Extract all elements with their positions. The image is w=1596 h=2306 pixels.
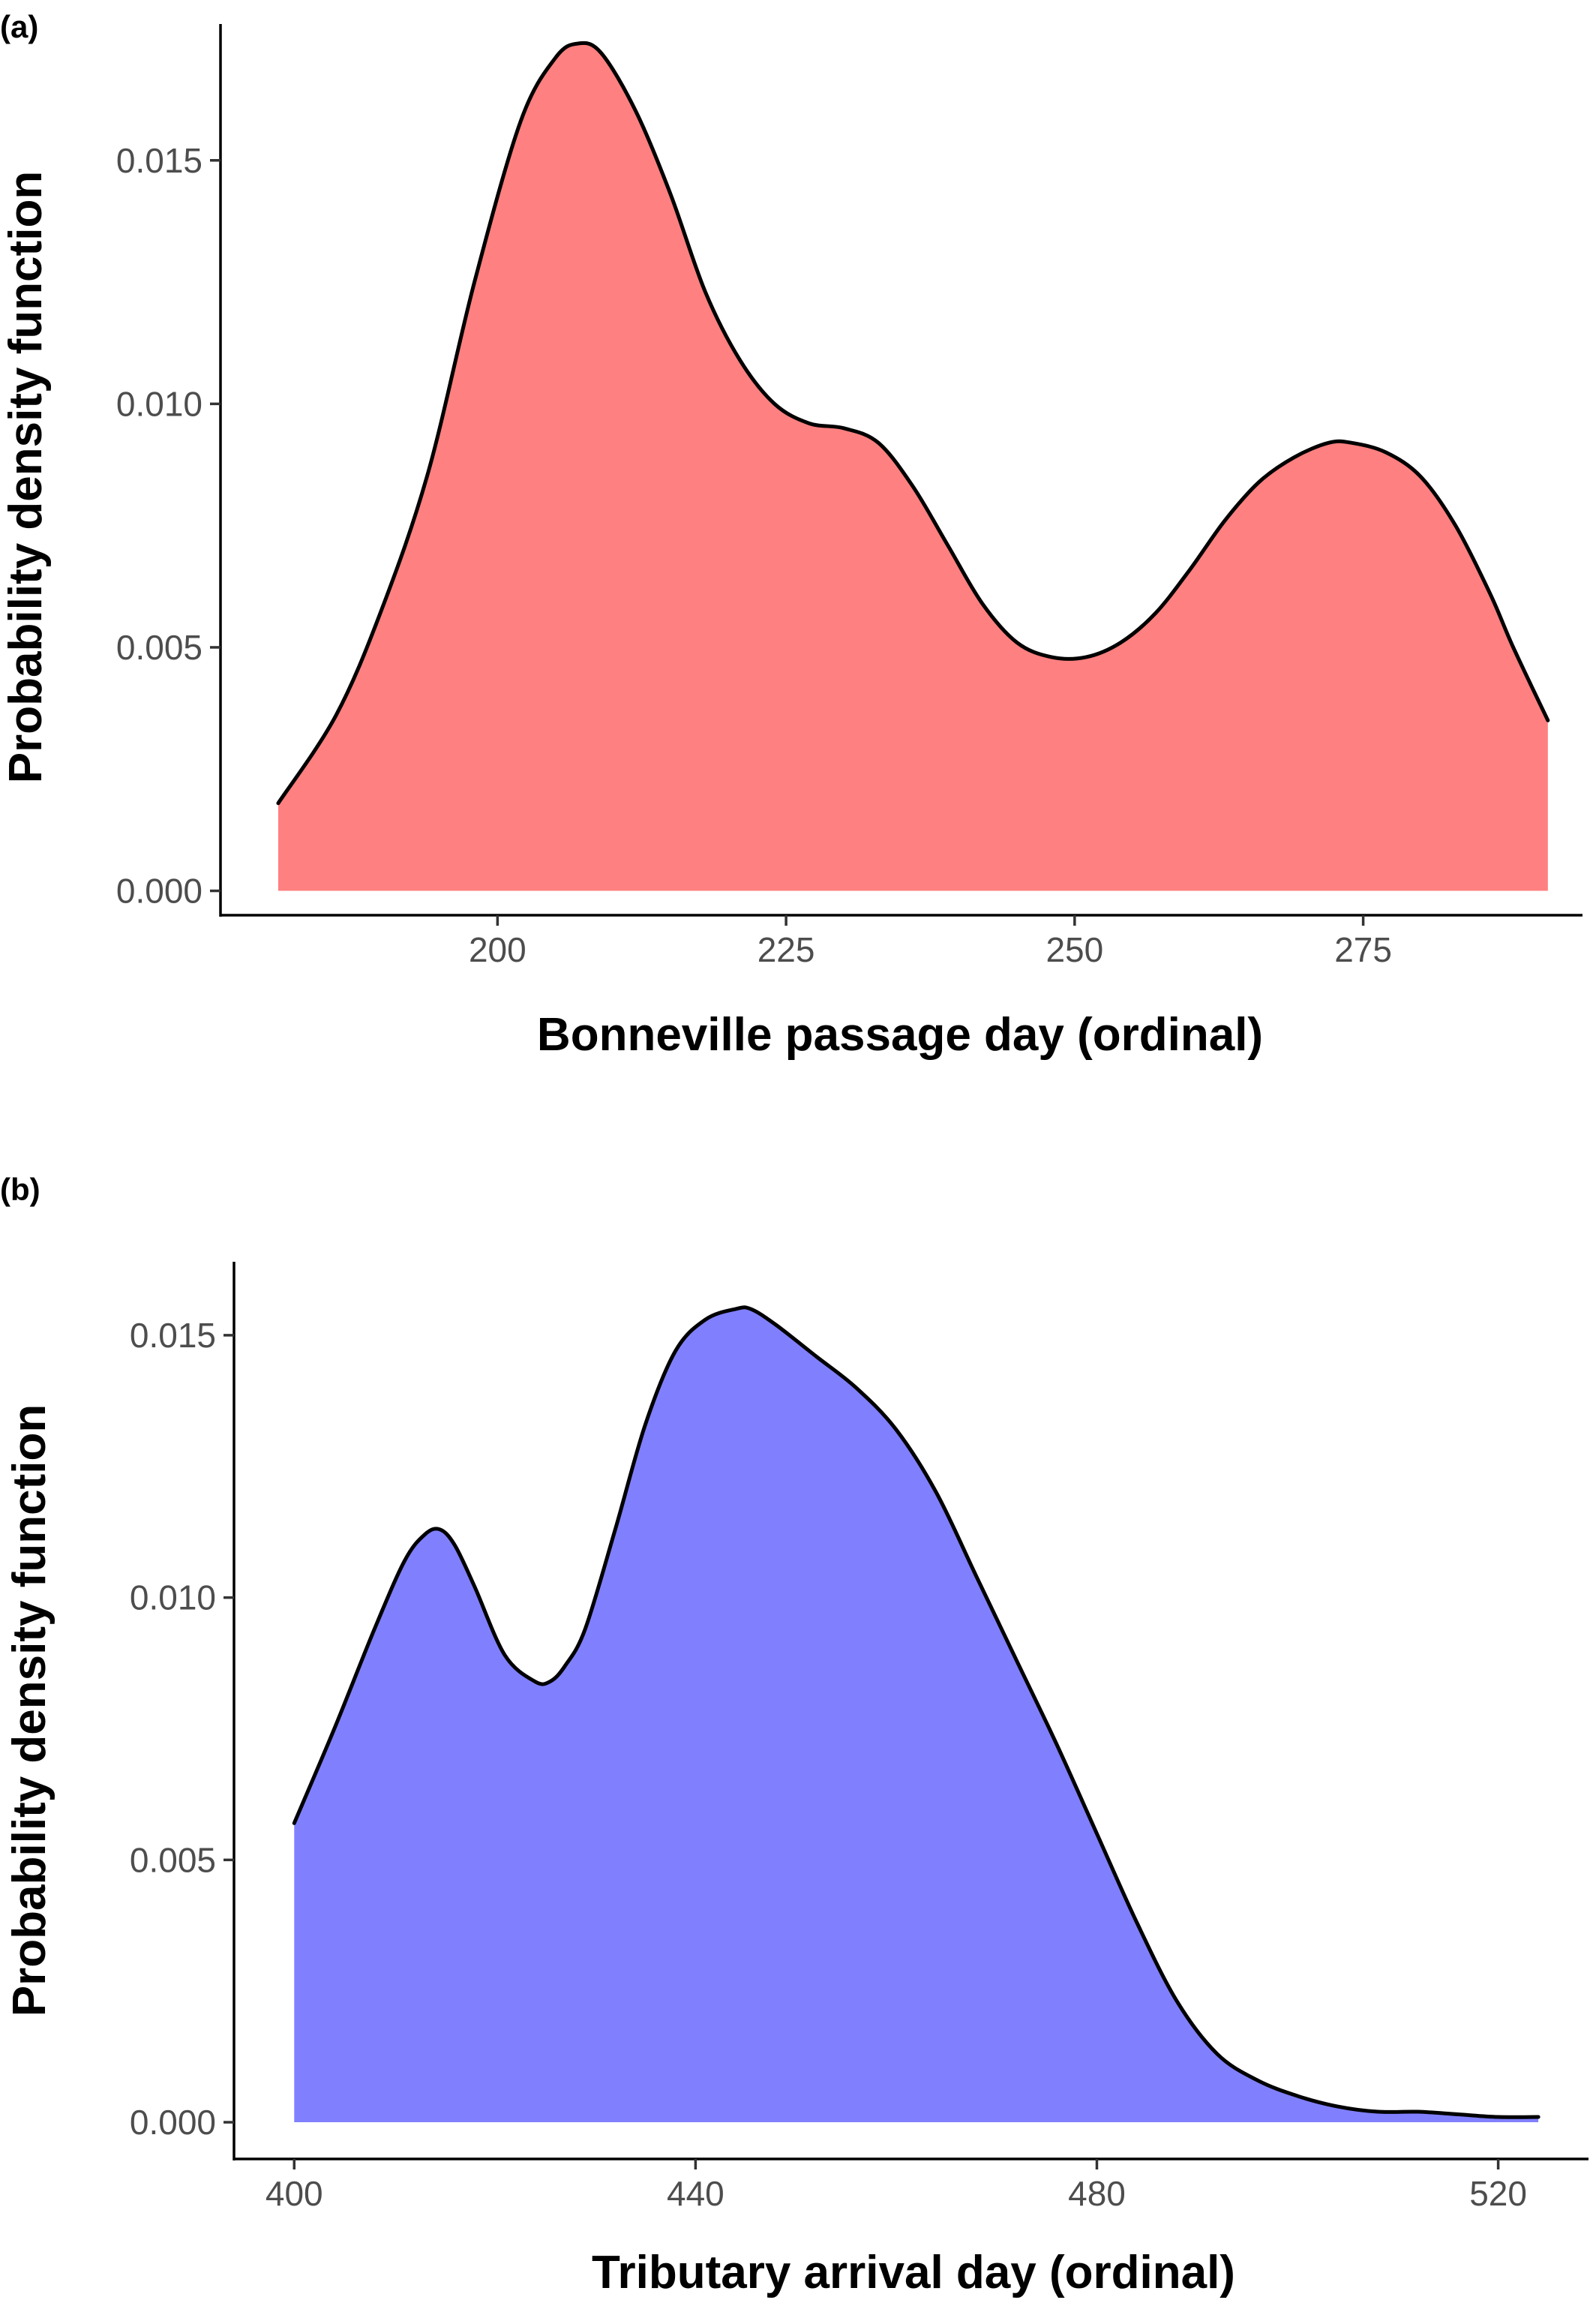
x-tick-label: 480 <box>1068 2174 1126 2213</box>
panel-b-x-ticks: 400 440 480 520 <box>266 2159 1527 2213</box>
panel-a-y-axis-title: Probability density function <box>0 171 52 783</box>
y-tick-label: 0.010 <box>130 1578 216 1617</box>
panel-a-density-plot: (a) 0.000 0.005 0.010 0.015 200 225 250 275 Bo… <box>0 9 1582 1061</box>
x-tick-label: 440 <box>667 2174 724 2213</box>
panel-b-label: (b) <box>0 1172 40 1207</box>
panel-a-density-curve <box>276 41 1550 806</box>
y-tick-label: 0.015 <box>116 141 202 180</box>
x-tick-label: 200 <box>469 930 526 969</box>
panel-a-x-ticks: 200 225 250 275 <box>469 915 1392 969</box>
y-tick-label: 0.015 <box>130 1316 216 1355</box>
x-tick-label: 225 <box>758 930 815 969</box>
panel-b-density-area <box>294 1307 1539 2123</box>
panel-b-density-curve <box>292 1305 1540 2119</box>
x-tick-label: 400 <box>266 2174 323 2213</box>
panel-a-x-axis-title: Bonneville passage day (ordinal) <box>537 1009 1263 1061</box>
panel-b-y-axis-title: Probability density function <box>4 1404 56 2016</box>
panel-a-label: (a) <box>0 9 38 44</box>
y-tick-label: 0.000 <box>130 2103 216 2142</box>
panel-a-density-area <box>278 43 1548 891</box>
y-tick-label: 0.005 <box>130 1840 216 1879</box>
y-tick-label: 0.005 <box>116 628 202 667</box>
panel-a-y-ticks: 0.000 0.005 0.010 0.015 <box>116 141 220 911</box>
panel-b-y-ticks: 0.000 0.005 0.010 0.015 <box>130 1316 234 2142</box>
y-tick-label: 0.000 <box>116 872 202 911</box>
panel-b-density-plot: (b) 0.000 0.005 0.010 0.015 400 440 480 520 Tr… <box>0 1172 1588 2298</box>
panel-b-x-axis-title: Tributary arrival day (ordinal) <box>592 2247 1235 2298</box>
x-tick-label: 520 <box>1469 2174 1527 2213</box>
x-tick-label: 275 <box>1334 930 1392 969</box>
x-tick-label: 250 <box>1046 930 1103 969</box>
y-tick-label: 0.010 <box>116 384 202 423</box>
